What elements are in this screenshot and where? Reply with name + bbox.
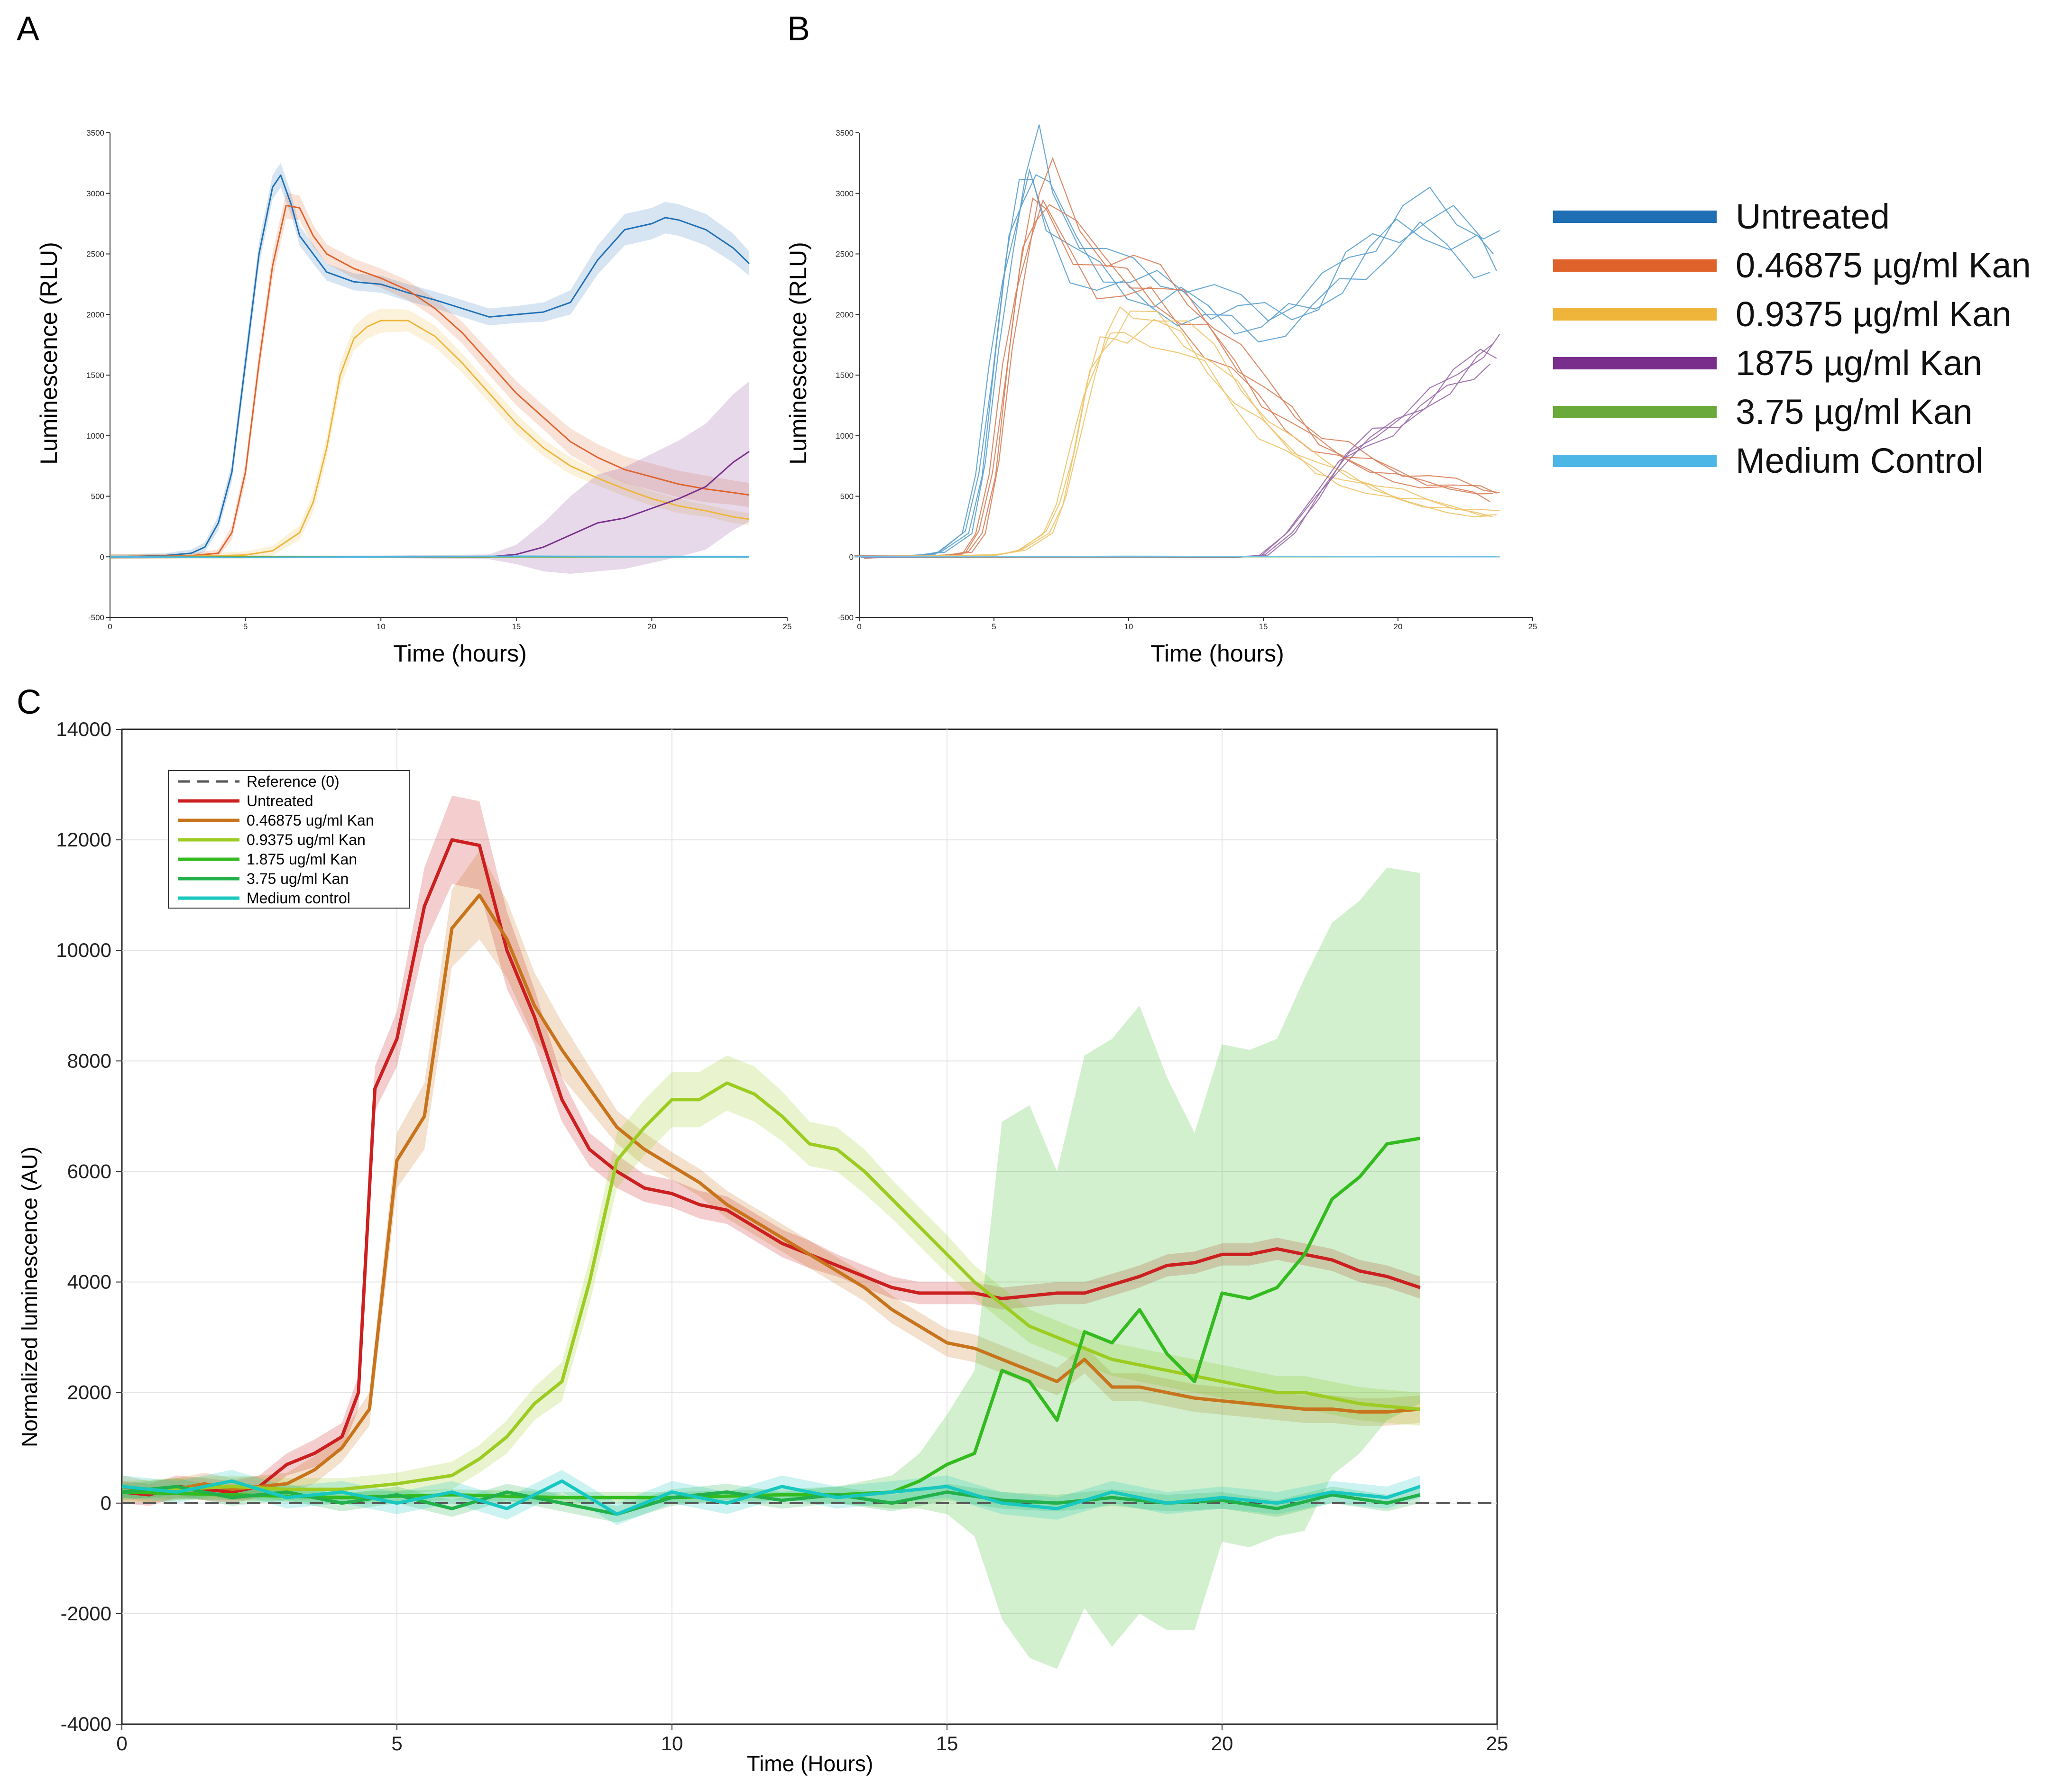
chart-c-y-tick-12000: 12000 <box>56 828 111 851</box>
chart-c-y-label: Normalized luminescence (AU) <box>17 1147 42 1447</box>
chart-b-replicate-1875-g-ml-kan-3 <box>861 349 1496 558</box>
legend-label: 0.46875 µg/ml Kan <box>1736 246 2031 285</box>
chart-b-replicate-0-9375-g-ml-kan-2 <box>858 320 1494 556</box>
chart-a-y-label: Luminescence (RLU) <box>36 242 62 465</box>
panel-label-b: B <box>787 10 810 48</box>
chart-c-x-tick-20: 20 <box>1211 1732 1233 1755</box>
chart-a-y-tick-2000: 2000 <box>86 310 104 319</box>
chart-c-y-tick-6000: 6000 <box>67 1160 111 1182</box>
chart-a-y-tick-1500: 1500 <box>86 371 104 380</box>
chart-a-y-tick-500: -500 <box>88 613 104 622</box>
panel-label-a: A <box>17 10 39 48</box>
chart-b-y-label: Luminescence (RLU) <box>785 242 811 465</box>
chart-b-replicate-0-9375-g-ml-kan-1 <box>855 332 1490 556</box>
legend-label: 3.75 µg/ml Kan <box>1736 392 1972 432</box>
chart-c-x-tick-25: 25 <box>1486 1732 1508 1755</box>
chart-b-replicate-1875-g-ml-kan-4 <box>864 334 1500 558</box>
chart-b-x-tick-15: 15 <box>1259 622 1268 631</box>
chart-b-replicate-0-46875-g-ml-kan-2 <box>858 198 1494 557</box>
chart-c-x-label: Time (Hours) <box>747 1751 874 1776</box>
chart-a-y-tick-3000: 3000 <box>86 189 104 198</box>
chart-a-x-tick-25: 25 <box>783 622 792 631</box>
legend-label-reference: Reference (0) <box>247 773 340 790</box>
legend-label-untreated: Untreated <box>247 792 313 809</box>
legend-label: 1875 µg/ml Kan <box>1736 343 1982 383</box>
chart-b-x-tick-20: 20 <box>1394 622 1403 631</box>
legend-label: Untreated <box>1736 197 1890 236</box>
chart-b-y-tick-3500: 3500 <box>836 129 854 138</box>
chart-b-replicate-untreated-1 <box>855 170 1490 556</box>
chart-a-x-tick-15: 15 <box>512 622 521 631</box>
chart-b-replicate-0-46875-g-ml-kan-3 <box>861 205 1496 558</box>
legend-entry-0-9375: 0.9375 µg/ml Kan <box>1553 294 2012 334</box>
legend-entry-medium-control: Medium Control <box>1553 441 1983 480</box>
chart-b-x-tick-5: 5 <box>992 622 996 631</box>
chart-b-replicate-1875-g-ml-kan-1 <box>855 364 1490 557</box>
chart-a-x-label: Time (hours) <box>393 640 527 667</box>
chart-c-y-tick-10000: 10000 <box>56 939 111 961</box>
legend-entry-untreated: Untreated <box>1553 197 1890 236</box>
chart-a-x-tick-5: 5 <box>243 622 248 631</box>
chart-b-replicate-untreated-2 <box>858 180 1494 558</box>
chart-a-y-tick-0: 0 <box>100 552 104 561</box>
chart-b-y-tick-3000: 3000 <box>836 189 854 198</box>
chart-c-x-tick-10: 10 <box>661 1732 683 1755</box>
chart-c-y-tick-0: 0 <box>101 1492 111 1514</box>
chart-a-y-tick-1000: 1000 <box>86 432 104 441</box>
chart-c-y-tick-4000: 4000 <box>67 1271 111 1293</box>
chart-c-y-tick-2000: 2000 <box>67 1381 111 1404</box>
chart-a-x-tick-10: 10 <box>377 622 386 631</box>
side-legend: Untreated 0.46875 µg/ml Kan 0.9375 µg/ml… <box>1553 197 2031 480</box>
chart-b-y-tick-500: 500 <box>840 492 854 501</box>
chart-b-y-tick-500: -500 <box>837 613 854 622</box>
legend-entry-1875: 1875 µg/ml Kan <box>1553 343 1982 383</box>
chart-a-x-tick-20: 20 <box>647 622 656 631</box>
chart-c: 0 5 10 15 20 25 14000 12000 10000 8000 6000 4000 200… <box>17 718 1508 1776</box>
chart-a-bands <box>110 163 749 574</box>
legend-label: Medium Control <box>1736 441 1983 480</box>
chart-c-band-1-875-ug-ml-kan <box>122 867 1420 1669</box>
chart-a-y-tick-2500: 2500 <box>86 250 104 259</box>
chart-b-y-tick-2500: 2500 <box>836 250 854 259</box>
chart-b-replicate-1875-g-ml-kan-2 <box>858 344 1494 558</box>
chart-c-y-tick-2000: -2000 <box>61 1602 111 1625</box>
chart-c-x-tick-0: 0 <box>116 1732 127 1755</box>
chart-b-y-tick-1500: 1500 <box>836 371 854 380</box>
chart-b-replicate-0-46875-g-ml-kan-1 <box>855 201 1490 557</box>
chart-a-y-tick-500: 500 <box>91 492 104 501</box>
chart-b-y-tick-1000: 1000 <box>836 432 854 441</box>
legend-label-1-875: 1.875 ug/ml Kan <box>247 851 357 868</box>
legend-label-medium-control: Medium control <box>247 890 350 907</box>
chart-c-legend: Reference (0) Untreated 0.46875 ug/ml Ka… <box>168 771 409 908</box>
chart-b-x-tick-25: 25 <box>1528 622 1537 631</box>
chart-c-x-tick-5: 5 <box>391 1732 402 1755</box>
chart-c-y-tick-8000: 8000 <box>67 1049 111 1072</box>
legend-label-0-9375: 0.9375 ug/ml Kan <box>247 831 366 848</box>
legend-label-0-46875: 0.46875 ug/ml Kan <box>247 812 374 829</box>
chart-a-x-tick-0: 0 <box>108 622 112 631</box>
chart-c-y-tick-14000: 14000 <box>56 718 111 740</box>
legend-entry-3-75: 3.75 µg/ml Kan <box>1553 392 1972 432</box>
chart-b-replicate-untreated-4 <box>864 125 1500 559</box>
legend-label: 0.9375 µg/ml Kan <box>1736 294 2012 334</box>
chart-b-lines <box>855 125 1500 559</box>
chart-b-y-tick-2000: 2000 <box>836 310 854 319</box>
legend-entry-0-46875: 0.46875 µg/ml Kan <box>1553 246 2031 285</box>
chart-b-x-label: Time (hours) <box>1150 640 1284 667</box>
chart-b-replicate-medium-control-4 <box>864 556 1500 557</box>
chart-c-y-tick-4000: -4000 <box>61 1713 111 1735</box>
chart-a-y-tick-3500: 3500 <box>86 129 104 138</box>
chart-a: 0 5 10 15 20 25 3500 3000 2500 2000 1500 1000 500 0 -5… <box>36 129 791 667</box>
chart-b-x-tick-10: 10 <box>1124 622 1133 631</box>
legend-label-3-75: 3.75 ug/ml Kan <box>247 870 349 887</box>
chart-b-replicate-0-9375-g-ml-kan-3 <box>861 311 1496 557</box>
chart-b-y-tick-0: 0 <box>849 552 854 561</box>
chart-b-x-tick-0: 0 <box>857 622 861 631</box>
chart-c-x-tick-15: 15 <box>936 1732 958 1755</box>
panel-label-c: C <box>17 683 41 721</box>
